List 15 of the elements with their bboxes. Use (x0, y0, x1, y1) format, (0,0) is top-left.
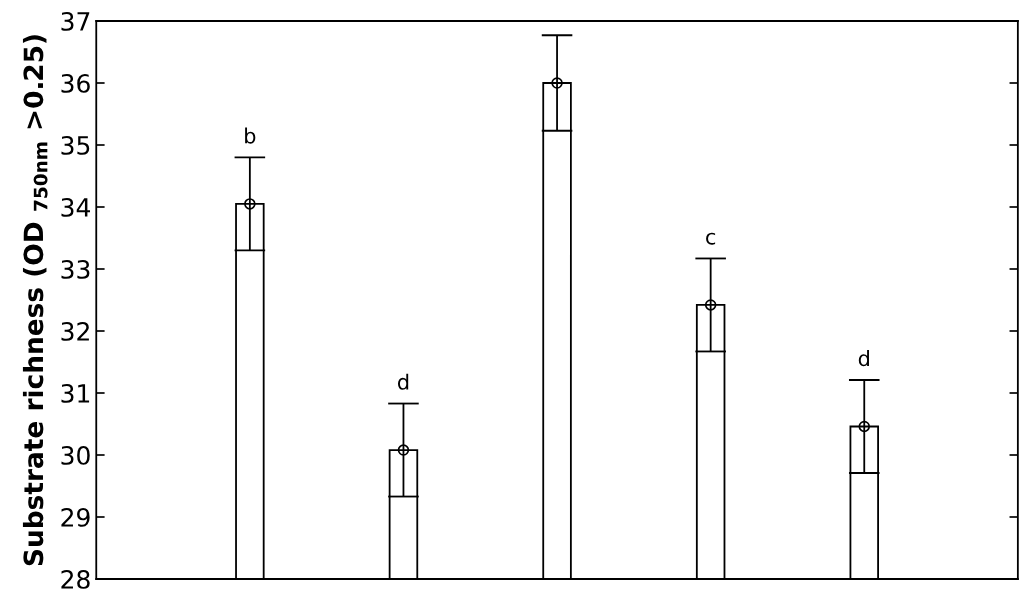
data-label: d (858, 350, 869, 367)
y-tick-label: 32 (61, 321, 89, 341)
y-tick-label: 29 (61, 507, 90, 527)
y-tick-label: 28 (61, 569, 90, 589)
y-tick-label: 33 (61, 259, 90, 279)
y-tick-label: 34 (61, 197, 90, 217)
data-label: d (397, 373, 409, 390)
y-tick-label: 37 (61, 11, 90, 31)
y-tick-label: 35 (61, 135, 90, 155)
y-tick-label: 36 (61, 73, 90, 93)
y-tick-label: 30 (61, 445, 90, 465)
y-tick-label: 31 (61, 383, 90, 403)
data-label: c (706, 232, 716, 245)
data-label: b (245, 127, 256, 144)
y-axis-title: Substrate richness (OD $_{750nm}$ >0.25) (22, 35, 48, 566)
